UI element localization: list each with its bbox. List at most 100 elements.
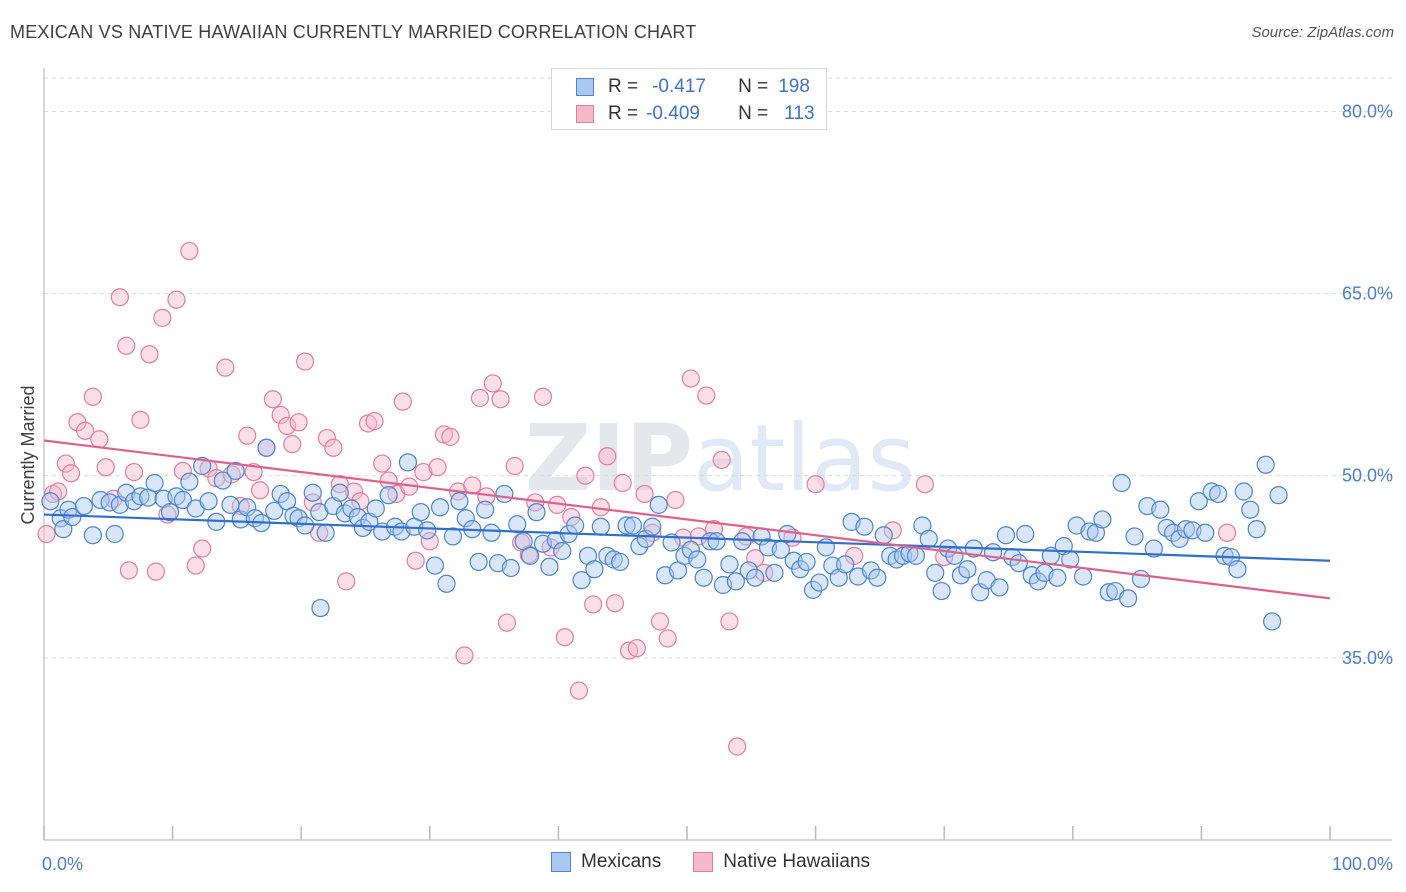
mexican-point	[1189, 492, 1208, 511]
mexican-point	[855, 517, 874, 536]
mexican-point	[411, 503, 430, 522]
mexican-point	[726, 572, 745, 591]
mexican-point	[311, 598, 330, 618]
y-tick-label: 80.0%	[1342, 101, 1393, 121]
mexican-point	[1048, 568, 1067, 587]
native-hawaiian-point	[90, 430, 109, 449]
native-hawaiian-point	[455, 646, 474, 665]
mexican-point	[623, 516, 643, 535]
mexican-point	[810, 573, 829, 592]
mexican-point	[105, 524, 124, 544]
mexican-point	[425, 556, 445, 575]
mexican-point	[145, 473, 164, 493]
native-hawaiian-point	[533, 387, 553, 406]
mexican-point	[990, 578, 1009, 597]
mexican-point	[1112, 473, 1131, 493]
native-hawaiian-point	[441, 427, 460, 446]
mexican-point	[180, 472, 199, 491]
native-hawaiian-point	[295, 352, 315, 371]
mexican-point	[475, 500, 495, 519]
series-legend: Mexicans Native Hawaiians	[551, 851, 902, 873]
native-hawaiian-point	[365, 411, 384, 431]
native-hawaiian-point	[303, 493, 322, 512]
legend-item-mexicans[interactable]: Mexicans	[551, 851, 661, 873]
native-hawaiian-point	[650, 612, 670, 631]
mexican-point	[540, 557, 559, 576]
mexican-point	[611, 552, 630, 572]
native-hawaiian-point	[420, 532, 439, 551]
native-hawaiian-point	[379, 471, 398, 490]
mexican-point	[733, 532, 752, 551]
mexican-point	[316, 523, 335, 542]
mexican-point	[996, 526, 1016, 545]
legend-label-native-hawaiians: Native Hawaiians	[723, 851, 871, 872]
native-hawaiian-point	[1218, 523, 1237, 542]
mexican-point	[41, 492, 60, 511]
native-hawaiian-point	[483, 374, 502, 393]
mexican-point	[958, 560, 977, 579]
mexican-point	[688, 550, 707, 569]
native-hawaiian-point	[576, 466, 595, 485]
mexican-point	[456, 509, 475, 528]
native-hawaiian-point	[317, 428, 337, 448]
legend-r-value-mexicans: -0.417	[652, 76, 706, 97]
legend-swatch-mexicans	[551, 852, 571, 872]
mexican-point	[366, 499, 385, 518]
legend-item-native-hawaiians[interactable]: Native Hawaiians	[693, 851, 870, 873]
mexican-point	[418, 521, 437, 540]
native-hawaiian-point	[658, 629, 677, 648]
source-label: Source: ZipAtlas.com	[1251, 24, 1394, 41]
mexican-point	[430, 498, 450, 517]
mexican-point	[226, 461, 245, 480]
mexican-point	[398, 453, 418, 472]
native-hawaiian-point	[697, 386, 716, 405]
native-hawaiian-point	[193, 539, 212, 558]
native-hawaiian-point	[414, 462, 433, 482]
watermark: ZIPatlas	[525, 405, 916, 512]
native-hawaiian-point	[140, 345, 159, 364]
native-hawaiian-point	[505, 456, 524, 476]
mexican-point	[295, 516, 315, 535]
native-hawaiian-point	[271, 405, 290, 425]
native-hawaiians-trend-line	[43, 439, 1331, 600]
native-hawaiian-point	[167, 290, 186, 309]
native-hawaiians-points	[37, 241, 1237, 756]
native-hawaiian-point	[519, 545, 538, 564]
mexican-point	[643, 517, 662, 536]
mexican-point	[1080, 522, 1099, 541]
legend-r-value-native-hawaiians: -0.409	[646, 103, 700, 124]
mexican-point	[681, 540, 700, 559]
mexican-point	[1234, 482, 1253, 501]
native-hawaiian-point	[337, 572, 356, 591]
legend-r-label: R =	[608, 103, 639, 124]
mexican-point	[926, 563, 945, 582]
mexican-point	[1073, 567, 1093, 586]
mexican-point	[193, 456, 212, 476]
mexican-point	[585, 560, 604, 579]
native-hawaiian-point	[289, 413, 308, 432]
mexican-point	[482, 523, 501, 542]
native-hawaiian-point	[555, 628, 574, 647]
mexican-point	[572, 571, 591, 590]
mexican-point	[836, 555, 855, 574]
native-hawaiian-point	[491, 390, 510, 409]
chart-title: MEXICAN VS NATIVE HAWAIIAN CURRENTLY MAR…	[10, 22, 697, 42]
mexican-point	[1093, 510, 1112, 529]
native-hawaiian-point	[277, 416, 297, 436]
legend-swatch-mexicans	[576, 78, 594, 96]
mexican-point	[1241, 500, 1260, 519]
mexican-point	[74, 496, 93, 516]
x-tick-label-max: 100.0%	[1332, 854, 1393, 874]
native-hawaiian-point	[689, 527, 708, 546]
mexican-point	[591, 517, 610, 536]
mexican-point	[649, 495, 668, 514]
mexican-point	[469, 552, 488, 572]
legend-r-label: R =	[608, 76, 639, 97]
native-hawaiian-point	[83, 387, 102, 406]
legend-row-mexicans: R = -0.417 N = 198	[576, 74, 810, 100]
native-hawaiian-point	[883, 521, 902, 540]
native-hawaiian-point	[216, 358, 235, 377]
native-hawaiian-point	[666, 490, 685, 510]
native-hawaiian-point	[124, 462, 144, 482]
